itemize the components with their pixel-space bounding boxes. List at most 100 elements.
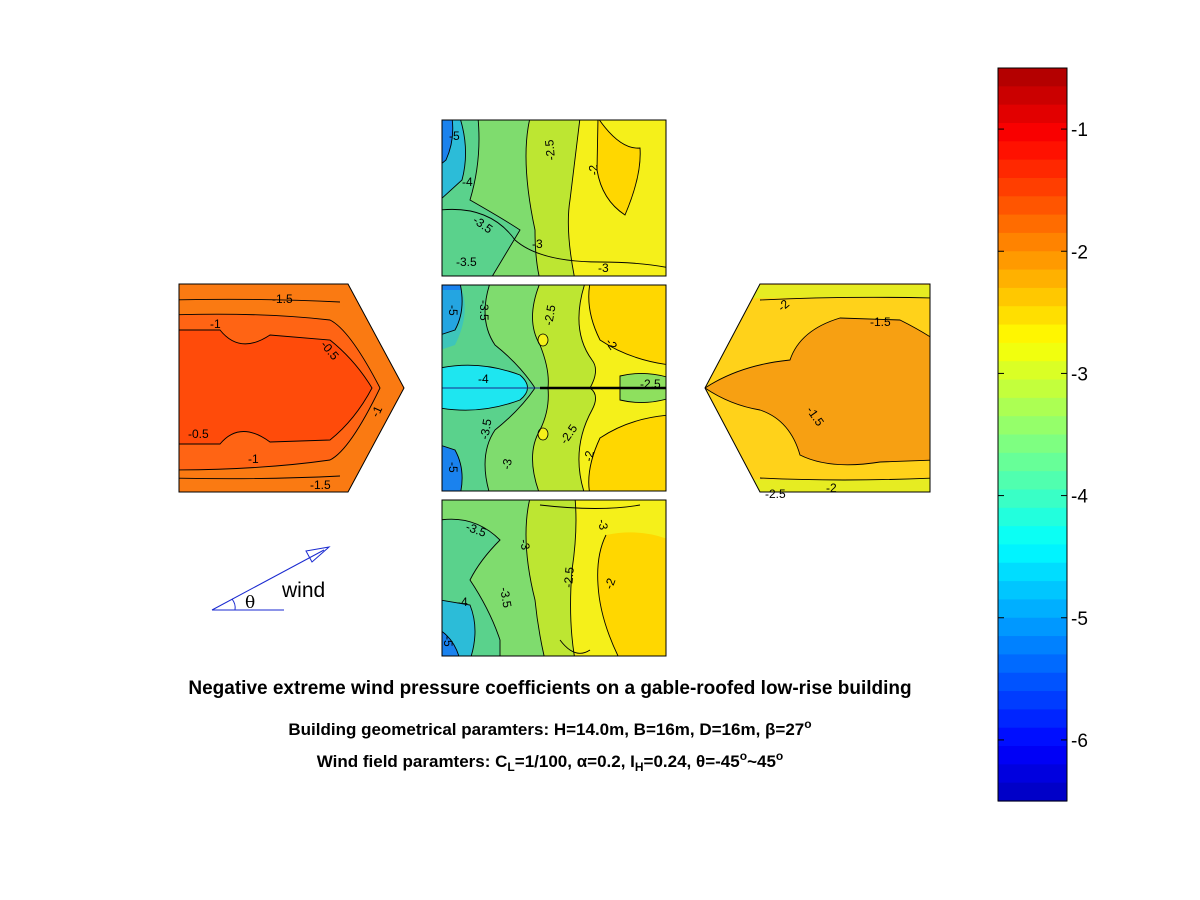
contour-label: -3 — [499, 457, 515, 470]
colorbar-swatch — [998, 159, 1067, 179]
colorbar-swatch — [998, 764, 1067, 784]
colorbar-swatch — [998, 672, 1067, 692]
contour-label: -5 — [449, 129, 460, 143]
colorbar-swatch — [998, 306, 1067, 326]
contour-label: -2.5 — [561, 566, 577, 588]
colorbar-swatch — [998, 232, 1067, 252]
colorbar-swatch — [998, 68, 1067, 87]
colorbar-swatch — [998, 471, 1067, 491]
colorbar-tick-label: -4 — [1071, 487, 1088, 508]
contour-label: -0.5 — [188, 427, 209, 441]
beta-value: =27 — [775, 720, 805, 739]
theta-range: ~45 — [747, 752, 776, 771]
contour-label: -3.5 — [477, 300, 491, 321]
wind-arrow-head — [305, 546, 331, 563]
contour-label: -2 — [602, 576, 619, 591]
colorbar-swatch — [998, 452, 1067, 472]
contour-label: -3.5 — [497, 586, 514, 609]
contour-label: -1.5 — [310, 478, 331, 492]
degree-symbol: o — [739, 749, 748, 763]
panel-right-end-wall: -2 -1.5 -1.5 -2.5 -2 — [704, 283, 931, 501]
contour-label: -4 — [478, 372, 489, 386]
cl-value: =1/100, — [514, 752, 577, 771]
colorbar-tick-label: -3 — [1071, 364, 1088, 385]
wind-arrow-shaft — [211, 549, 325, 611]
colorbar-swatch — [998, 251, 1067, 271]
contour-label: -5 — [446, 305, 460, 316]
contour-label: -4 — [462, 175, 473, 189]
colorbar-swatch — [998, 287, 1067, 307]
contour-label: -3.5 — [477, 417, 494, 440]
colorbar-tick-label: -6 — [1071, 731, 1088, 752]
contour-label: -2 — [826, 481, 837, 495]
geometry-parameters: Building geometrical paramters: H=14.0m,… — [0, 717, 1100, 740]
cl-subscript: L — [507, 760, 515, 774]
colorbar-swatch — [998, 562, 1067, 582]
wind-field-parameters: Wind field paramters: CL=1/100, α=0.2, I… — [316, 749, 784, 774]
colorbar-swatch — [998, 544, 1067, 564]
colorbar-swatch — [998, 104, 1067, 124]
contour-label: -2 — [581, 449, 597, 462]
colorbar-swatch — [998, 397, 1067, 417]
colorbar: -1 -2 -3 -4 -5 -6 — [997, 67, 1088, 802]
colorbar-swatch — [998, 269, 1067, 289]
colorbar-swatch — [998, 379, 1067, 399]
colorbar-swatch — [998, 489, 1067, 509]
beta-symbol: β — [765, 720, 776, 739]
colorbar-frame — [997, 67, 1068, 802]
colorbar-swatch — [998, 526, 1067, 546]
colorbar-swatch — [998, 141, 1067, 161]
theta-value: =-45 — [705, 752, 740, 771]
colorbar-tick-label: -5 — [1071, 609, 1088, 630]
theta-symbol: θ — [696, 752, 706, 771]
contour-label: -2.5 — [765, 487, 786, 501]
colorbar-swatch — [998, 214, 1067, 234]
ih-subscript: H — [634, 760, 644, 774]
colorbar-swatch — [998, 361, 1067, 381]
colorbar-swatch — [998, 581, 1067, 601]
contour-label: -1 — [248, 452, 259, 466]
colorbar-swatch — [998, 654, 1067, 674]
colorbar-swatch — [998, 709, 1067, 729]
colorbar-swatch — [998, 434, 1067, 454]
degree-symbol: o — [775, 749, 784, 763]
contour-label: -3.5 — [456, 255, 477, 269]
colorbar-swatch — [998, 122, 1067, 142]
alpha-value: =0.2, I — [587, 752, 635, 771]
colorbar-swatch — [998, 416, 1067, 436]
chart-title: Negative extreme wind pressure coefficie… — [188, 678, 912, 699]
colorbar-swatch — [998, 617, 1067, 637]
contour-label: -4 — [457, 595, 468, 609]
contour-label: -1.5 — [272, 292, 293, 306]
panel-top-side-wall: -5 -4 -3.5 -3.5 -3 -2.5 -2 -3 — [441, 119, 667, 277]
angle-arc — [231, 598, 236, 611]
colorbar-tick-label: -1 — [1071, 120, 1088, 141]
colorbar-swatch — [998, 746, 1067, 765]
contour-label: -3 — [517, 538, 533, 551]
degree-symbol: o — [804, 717, 812, 731]
colorbar-swatch — [998, 324, 1067, 344]
alpha-symbol: α — [576, 752, 588, 771]
wind-direction-indicator: θ wind — [211, 546, 331, 613]
contour-label: -5 — [446, 462, 460, 473]
colorbar-swatch — [998, 782, 1067, 802]
contour-label: -2 — [586, 164, 601, 176]
contour-label: -2.5 — [541, 303, 558, 326]
geometry-text: Building geometrical paramters: H=14.0m,… — [288, 720, 766, 739]
colorbar-swatch — [998, 177, 1067, 197]
colorbar-swatch — [998, 691, 1067, 710]
contour-label: -3 — [532, 237, 543, 251]
colorbar-swatch — [998, 196, 1067, 216]
wind-label: wind — [281, 579, 325, 602]
colorbar-swatch — [998, 86, 1067, 106]
colorbar-swatch — [998, 507, 1067, 527]
contour-label: -1 — [210, 317, 221, 331]
colorbar-swatch — [998, 727, 1067, 747]
panel-bottom-side-wall: -3.5 -3 -3 -4 -3.5 -2.5 -2 -5 — [441, 499, 667, 657]
contour-label: -2.5 — [640, 377, 661, 391]
contour-label: -3 — [598, 261, 609, 275]
theta-symbol: θ — [245, 593, 255, 613]
colorbar-swatch — [998, 636, 1067, 655]
contour-label: -2.5 — [542, 139, 558, 161]
